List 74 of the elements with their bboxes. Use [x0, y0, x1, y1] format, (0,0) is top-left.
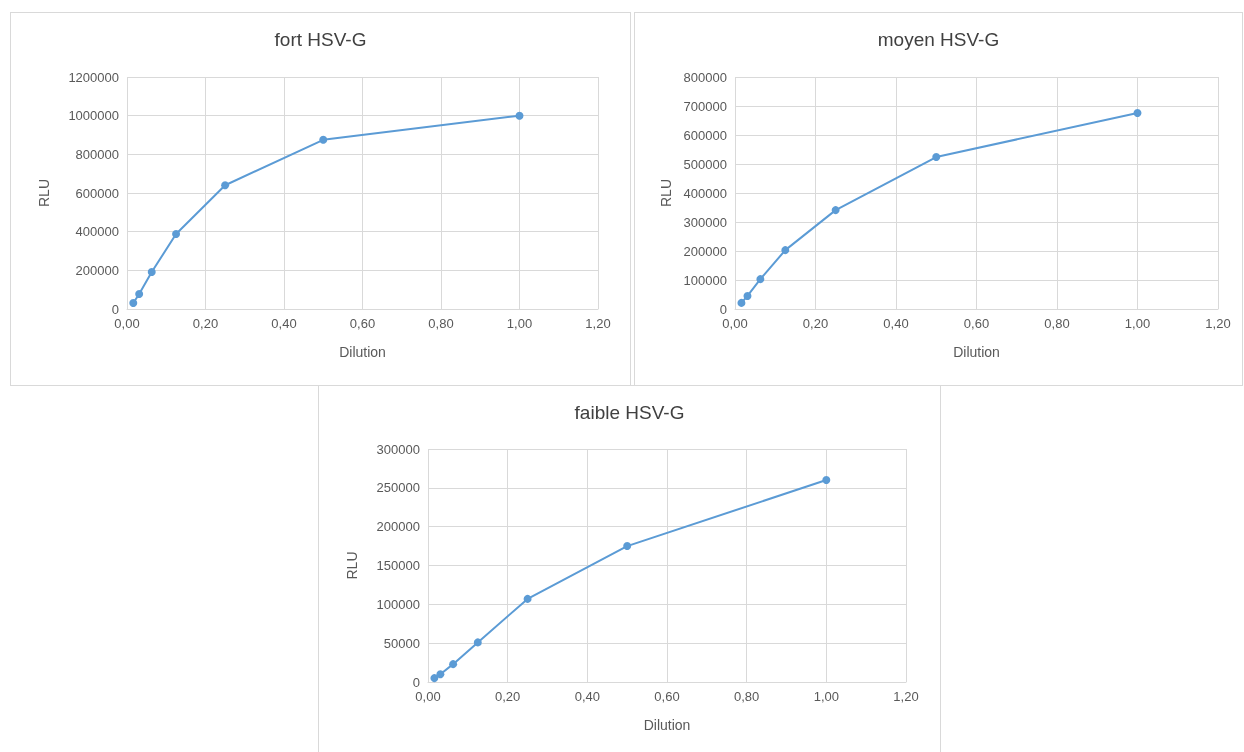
- point: [737, 298, 746, 307]
- point: [822, 476, 831, 485]
- y-tick-label: 200000: [75, 262, 119, 278]
- point: [129, 299, 138, 307]
- x-axis-title: Dilution: [339, 344, 386, 360]
- point: [756, 275, 765, 284]
- point: [436, 670, 445, 679]
- point: [147, 268, 156, 277]
- y-tick-label: 100000: [683, 272, 727, 288]
- point: [831, 206, 840, 215]
- y-tick-label: 150000: [376, 558, 420, 573]
- x-tick-label: 0,00: [114, 316, 140, 331]
- chart-title: fort HSV-G: [274, 29, 367, 50]
- y-tick-label: 600000: [75, 185, 119, 201]
- x-tick-label: 0,60: [963, 316, 990, 331]
- point: [781, 246, 790, 255]
- y-tick-label: 300000: [683, 214, 727, 230]
- y-tick-label: 100000: [376, 596, 420, 612]
- y-tick-label: 500000: [683, 156, 727, 172]
- y-axis-title: RLU: [344, 551, 360, 580]
- point: [221, 181, 230, 190]
- chart-title: moyen HSV-G: [877, 29, 1000, 50]
- x-axis-title: Dilution: [953, 344, 1000, 360]
- y-tick-label: 0: [111, 301, 119, 317]
- x-tick-label: 0,20: [495, 689, 521, 704]
- x-tick-label: 0,40: [574, 689, 600, 704]
- x-tick-label: 0,60: [349, 316, 376, 331]
- y-tick-label: 200000: [376, 519, 420, 535]
- point: [623, 542, 632, 551]
- x-tick-label: 0,40: [271, 316, 297, 331]
- point: [743, 291, 752, 300]
- x-tick-label: 0,20: [192, 316, 219, 331]
- x-tick-label: 0,80: [428, 316, 454, 331]
- point: [449, 660, 458, 669]
- y-tick-label: 400000: [75, 224, 119, 240]
- y-tick-label: 1200000: [68, 69, 119, 85]
- x-tick-label: 1,00: [1124, 316, 1151, 331]
- y-axis-title: RLU: [657, 178, 674, 208]
- y-tick-label: 400000: [683, 185, 727, 201]
- x-tick-label: 1,20: [1205, 316, 1231, 331]
- x-tick-label: 0,40: [883, 316, 909, 331]
- point: [473, 638, 482, 647]
- point: [1133, 108, 1142, 117]
- y-tick-label: 250000: [376, 480, 420, 496]
- y-axis-title: RLU: [36, 178, 52, 208]
- point: [932, 153, 941, 162]
- y-tick-label: 0: [412, 674, 420, 690]
- y-tick-label: 0: [719, 301, 727, 317]
- y-tick-label: 1000000: [68, 108, 119, 124]
- point: [135, 289, 144, 298]
- x-tick-label: 0,60: [654, 689, 680, 704]
- point: [430, 674, 439, 683]
- y-tick-label: 700000: [683, 98, 727, 114]
- y-tick-label: 200000: [683, 243, 727, 259]
- x-tick-label: 1,20: [585, 316, 611, 331]
- x-tick-label: 1,00: [506, 316, 533, 331]
- x-tick-label: 0,80: [1044, 316, 1070, 331]
- x-tick-label: 0,00: [722, 316, 748, 331]
- point: [515, 111, 524, 120]
- x-axis-title: Dilution: [643, 717, 691, 733]
- x-tick-label: 0,00: [415, 689, 441, 704]
- point: [172, 229, 181, 238]
- chart-title: faible HSV-G: [574, 402, 685, 423]
- point: [523, 594, 532, 603]
- x-tick-label: 1,20: [893, 689, 919, 704]
- y-tick-label: 800000: [683, 69, 727, 85]
- x-tick-label: 0,20: [802, 316, 829, 331]
- y-tick-label: 300000: [376, 441, 420, 457]
- x-tick-label: 0,80: [734, 689, 760, 704]
- point: [319, 135, 328, 144]
- y-tick-label: 800000: [75, 146, 119, 162]
- y-tick-label: 50000: [383, 635, 420, 651]
- x-tick-label: 1,00: [813, 689, 839, 704]
- y-tick-label: 600000: [683, 127, 727, 143]
